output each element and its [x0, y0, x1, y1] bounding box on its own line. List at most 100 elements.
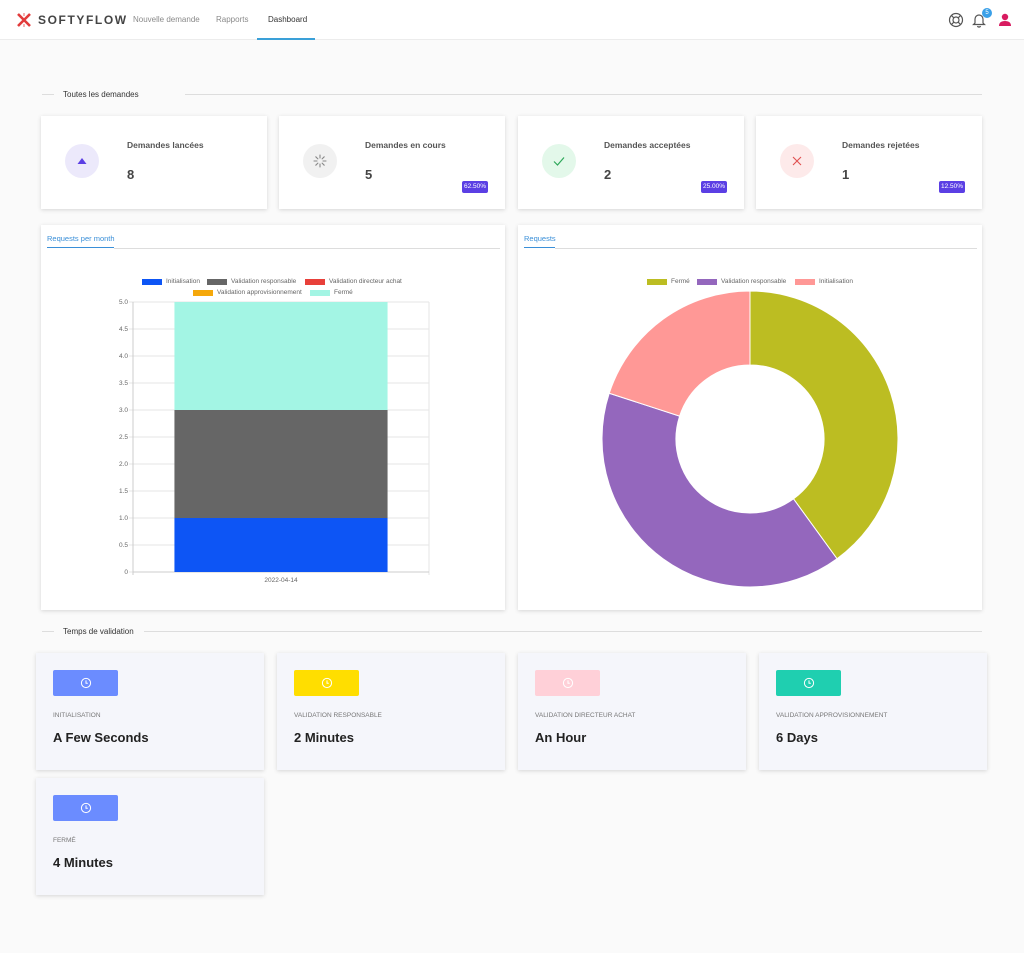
- clock-button[interactable]: [53, 670, 118, 696]
- app-logo[interactable]: SOFTYFLOW: [16, 11, 128, 29]
- validation-duration: An Hour: [535, 730, 587, 745]
- y-tick-label: 0.5: [119, 542, 128, 549]
- clock-button[interactable]: [294, 670, 359, 696]
- user-icon[interactable]: [997, 12, 1013, 28]
- nav-rapports[interactable]: Rapports: [216, 15, 249, 24]
- section-title-requests: Toutes les demandes: [40, 90, 982, 100]
- y-tick-label: 4.0: [119, 353, 128, 360]
- legend-item[interactable]: Fermé: [647, 278, 690, 285]
- x-icon: [780, 144, 814, 178]
- y-tick-label: 1.5: [119, 488, 128, 495]
- legend-swatch: [647, 278, 667, 285]
- tab-requests[interactable]: Requests: [524, 234, 556, 243]
- stat-value: 2: [604, 167, 612, 182]
- clock-icon: [80, 677, 91, 689]
- stat-label: Demandes lancées: [127, 140, 204, 150]
- y-tick-label: 3.0: [119, 407, 128, 414]
- legend-item[interactable]: Validation responsable: [207, 278, 296, 285]
- percentage-badge: 62.50%: [461, 181, 488, 193]
- tab-requests-per-month[interactable]: Requests per month: [47, 234, 115, 243]
- y-tick-label: 1.0: [119, 515, 128, 522]
- legend-item[interactable]: Validation responsable: [697, 278, 786, 285]
- clock-icon: [803, 677, 814, 689]
- legend-swatch: [142, 278, 162, 285]
- legend-item[interactable]: Fermé: [310, 289, 353, 296]
- percentage-badge: 12.50%: [938, 181, 965, 193]
- x-tick-label: 2022-04-14: [264, 577, 298, 584]
- check-icon: [542, 144, 576, 178]
- y-tick-label: 4.5: [119, 326, 128, 333]
- section-title-text: Toutes les demandes: [63, 90, 145, 99]
- stat-card-rejected: Demandes rejetées 1 12.50%: [756, 116, 982, 209]
- legend-swatch: [305, 278, 325, 285]
- notification-count-badge: 5: [982, 8, 992, 18]
- y-tick-label: 3.5: [119, 380, 128, 387]
- donut-slice: [601, 392, 838, 588]
- y-tick-label: 2.5: [119, 434, 128, 441]
- donut-slice: [608, 290, 751, 417]
- legend-item[interactable]: Validation approvisionnement: [193, 289, 302, 296]
- stat-card-accepted: Demandes acceptées 2 25.00%: [518, 116, 744, 209]
- clock-icon: [562, 677, 573, 689]
- bar-segment: [174, 410, 388, 518]
- validation-duration: 2 Minutes: [294, 730, 354, 745]
- bar-segment: [174, 302, 388, 410]
- validation-step-label: VALIDATION DIRECTEUR ACHAT: [535, 712, 636, 719]
- stat-value: 5: [365, 167, 373, 182]
- lifebuoy-icon[interactable]: [948, 12, 964, 28]
- legend-item[interactable]: Initialisation: [795, 278, 853, 285]
- validation-step-label: VALIDATION RESPONSABLE: [294, 712, 382, 719]
- validation-step-label: FERMÉ: [53, 837, 76, 844]
- top-navbar: SOFTYFLOW Nouvelle demande Rapports Dash…: [0, 0, 1024, 40]
- clock-icon: [80, 802, 91, 814]
- legend-swatch: [207, 278, 227, 285]
- legend-label: Validation approvisionnement: [217, 289, 302, 296]
- clock-icon: [321, 677, 332, 689]
- donut-slice: [749, 290, 899, 560]
- legend-label: Initialisation: [819, 278, 853, 285]
- legend-swatch: [193, 289, 213, 296]
- legend-item[interactable]: Initialisation: [142, 278, 200, 285]
- legend-swatch: [697, 278, 717, 285]
- nav-dashboard[interactable]: Dashboard: [268, 15, 308, 24]
- section-title-text: Temps de validation: [63, 627, 140, 636]
- stat-label: Demandes acceptées: [604, 140, 691, 150]
- validation-time-card: VALIDATION DIRECTEUR ACHAT An Hour: [518, 653, 746, 770]
- stat-value: 8: [127, 167, 135, 182]
- validation-step-label: INITIALISATION: [53, 712, 101, 719]
- legend-label: Validation responsable: [721, 278, 787, 285]
- nav-nouvelle-demande[interactable]: Nouvelle demande: [133, 15, 200, 24]
- spinner-icon: [303, 144, 337, 178]
- bar-chart-panel: Requests per month Initialisation Valida…: [41, 225, 505, 610]
- legend-label: Initialisation: [166, 278, 200, 285]
- donut-chart-panel: Requests Fermé Validation responsable In…: [518, 225, 982, 610]
- y-tick-label: 5.0: [119, 299, 128, 306]
- legend-label: Validation directeur achat: [329, 278, 402, 285]
- legend-swatch: [795, 278, 815, 285]
- legend-label: Fermé: [334, 289, 353, 296]
- clock-button[interactable]: [53, 795, 118, 821]
- validation-duration: A Few Seconds: [53, 730, 149, 745]
- validation-step-label: VALIDATION APPROVISIONNEMENT: [776, 712, 888, 719]
- validation-duration: 6 Days: [776, 730, 818, 745]
- legend-label: Fermé: [671, 278, 690, 285]
- softyflow-logo-icon: [17, 13, 31, 27]
- validation-time-card: FERMÉ 4 Minutes: [36, 778, 264, 895]
- stat-value: 1: [842, 167, 850, 182]
- bell-icon[interactable]: [971, 12, 987, 28]
- validation-time-card: VALIDATION APPROVISIONNEMENT 6 Days: [759, 653, 987, 770]
- active-nav-indicator: [257, 38, 315, 40]
- stat-card-launched: Demandes lancées 8: [41, 116, 267, 209]
- y-tick-label: 2.0: [119, 461, 128, 468]
- stat-label: Demandes rejetées: [842, 140, 920, 150]
- percentage-badge: 25.00%: [700, 181, 727, 193]
- clock-button[interactable]: [535, 670, 600, 696]
- triangle-up-icon: [65, 144, 99, 178]
- clock-button[interactable]: [776, 670, 841, 696]
- y-tick-label: 0: [124, 569, 128, 576]
- legend-label: Validation responsable: [231, 278, 297, 285]
- section-title-validation: Temps de validation: [40, 627, 982, 637]
- validation-duration: 4 Minutes: [53, 855, 113, 870]
- stat-label: Demandes en cours: [365, 140, 446, 150]
- legend-item[interactable]: Validation directeur achat: [305, 278, 402, 285]
